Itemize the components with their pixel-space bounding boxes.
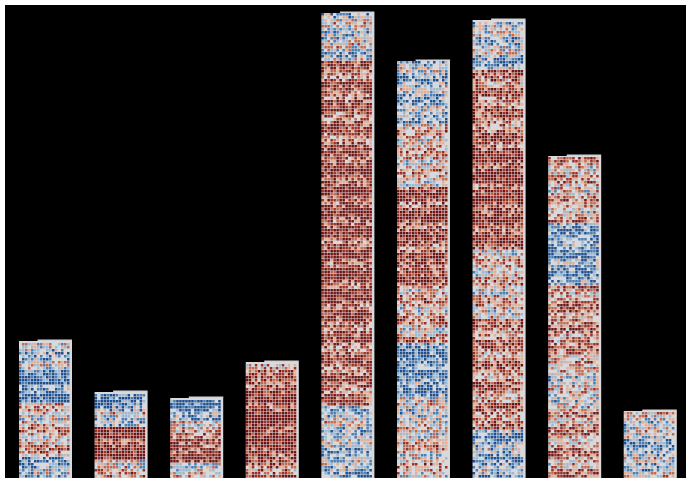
bar-3	[170, 396, 224, 478]
bar-6	[397, 59, 451, 478]
bar-1	[19, 339, 72, 478]
bar-4	[245, 360, 299, 478]
bar-9	[623, 409, 677, 478]
bar-5	[321, 11, 375, 478]
bar-2	[94, 390, 148, 478]
bar-chart-plot	[19, 11, 677, 478]
bar-7	[472, 18, 526, 478]
chart-area	[5, 5, 686, 478]
bar-8	[548, 154, 602, 478]
